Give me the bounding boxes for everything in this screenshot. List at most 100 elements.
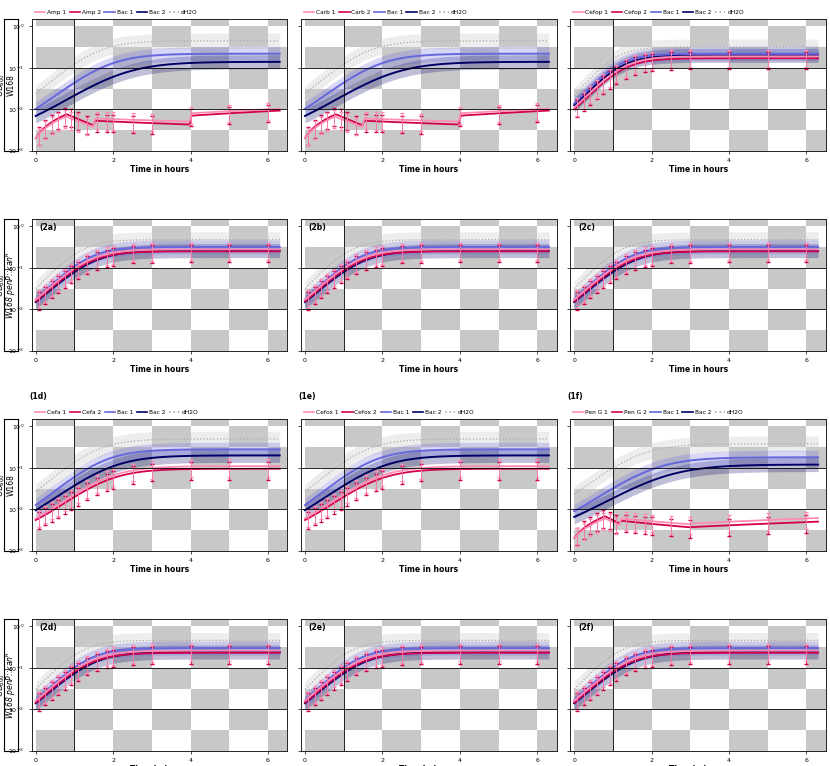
Bar xyxy=(36,89,75,110)
Bar xyxy=(652,689,691,709)
X-axis label: Time in hours: Time in hours xyxy=(399,764,458,766)
Bar xyxy=(768,268,807,289)
Bar xyxy=(421,509,460,530)
Bar xyxy=(191,419,229,427)
Bar xyxy=(305,689,344,709)
Bar xyxy=(383,489,421,509)
Bar xyxy=(613,110,652,130)
Bar xyxy=(75,627,113,647)
Legend: Amp 1, Amp 2, Bac 1, Bac 2, dH2O: Amp 1, Amp 2, Bac 1, Bac 2, dH2O xyxy=(35,10,198,15)
Bar xyxy=(499,668,537,689)
Bar xyxy=(36,219,75,227)
Bar xyxy=(421,627,460,647)
Bar xyxy=(613,309,652,330)
Bar xyxy=(574,219,613,227)
Bar xyxy=(807,689,826,709)
Bar xyxy=(229,27,268,47)
Bar xyxy=(344,427,383,447)
Bar xyxy=(268,447,287,468)
Bar xyxy=(460,647,499,668)
Bar xyxy=(36,447,75,468)
Bar xyxy=(383,89,421,110)
Bar xyxy=(305,489,344,509)
Bar xyxy=(268,647,287,668)
Bar xyxy=(152,668,191,689)
Bar xyxy=(499,627,537,647)
Bar xyxy=(537,219,557,227)
Y-axis label: OD$_{600}$: OD$_{600}$ xyxy=(0,673,7,697)
Bar xyxy=(537,130,557,151)
Bar xyxy=(613,268,652,289)
Bar xyxy=(613,227,652,247)
Bar xyxy=(574,730,613,751)
Text: (1d): (1d) xyxy=(29,391,47,401)
Bar xyxy=(574,47,613,68)
Bar xyxy=(613,509,652,530)
Bar xyxy=(729,19,768,27)
Bar xyxy=(383,219,421,227)
Text: (1f): (1f) xyxy=(568,391,583,401)
Bar xyxy=(729,689,768,709)
Bar xyxy=(574,530,613,551)
Bar xyxy=(421,110,460,130)
Bar xyxy=(691,509,729,530)
Bar xyxy=(652,619,691,627)
Bar xyxy=(75,468,113,489)
Bar xyxy=(499,110,537,130)
Bar xyxy=(691,709,729,730)
Bar xyxy=(574,89,613,110)
Bar xyxy=(574,489,613,509)
Bar xyxy=(574,419,613,427)
Text: W168: W168 xyxy=(7,74,16,96)
Bar xyxy=(691,68,729,89)
X-axis label: Time in hours: Time in hours xyxy=(130,365,189,374)
Bar xyxy=(729,47,768,68)
Bar xyxy=(268,489,287,509)
Bar xyxy=(191,489,229,509)
Bar xyxy=(499,68,537,89)
Bar xyxy=(229,68,268,89)
Text: (1e): (1e) xyxy=(299,391,316,401)
Bar xyxy=(113,730,152,751)
Bar xyxy=(768,509,807,530)
Bar xyxy=(191,689,229,709)
Bar xyxy=(460,19,499,27)
Bar xyxy=(574,130,613,151)
Bar xyxy=(537,619,557,627)
Bar xyxy=(768,709,807,730)
Bar xyxy=(75,27,113,47)
Bar xyxy=(305,330,344,351)
Bar xyxy=(460,219,499,227)
Bar xyxy=(768,309,807,330)
Bar xyxy=(460,89,499,110)
Bar xyxy=(113,447,152,468)
X-axis label: Time in hours: Time in hours xyxy=(130,565,189,574)
Bar xyxy=(36,19,75,27)
Bar xyxy=(191,619,229,627)
Bar xyxy=(36,489,75,509)
Bar xyxy=(652,247,691,268)
Bar xyxy=(152,27,191,47)
Bar xyxy=(729,289,768,309)
Bar xyxy=(537,689,557,709)
Bar xyxy=(268,689,287,709)
X-axis label: Time in hours: Time in hours xyxy=(399,165,458,174)
Bar xyxy=(537,19,557,27)
Bar xyxy=(344,468,383,489)
Bar xyxy=(305,130,344,151)
Bar xyxy=(113,330,152,351)
Bar xyxy=(75,509,113,530)
Bar xyxy=(383,689,421,709)
Bar xyxy=(229,110,268,130)
Bar xyxy=(383,647,421,668)
Bar xyxy=(499,227,537,247)
Bar xyxy=(613,27,652,47)
Bar xyxy=(574,330,613,351)
Bar xyxy=(729,130,768,151)
Bar xyxy=(652,89,691,110)
Text: (2e): (2e) xyxy=(309,623,326,632)
Bar xyxy=(768,27,807,47)
Bar xyxy=(652,489,691,509)
Bar xyxy=(574,647,613,668)
Bar xyxy=(152,227,191,247)
